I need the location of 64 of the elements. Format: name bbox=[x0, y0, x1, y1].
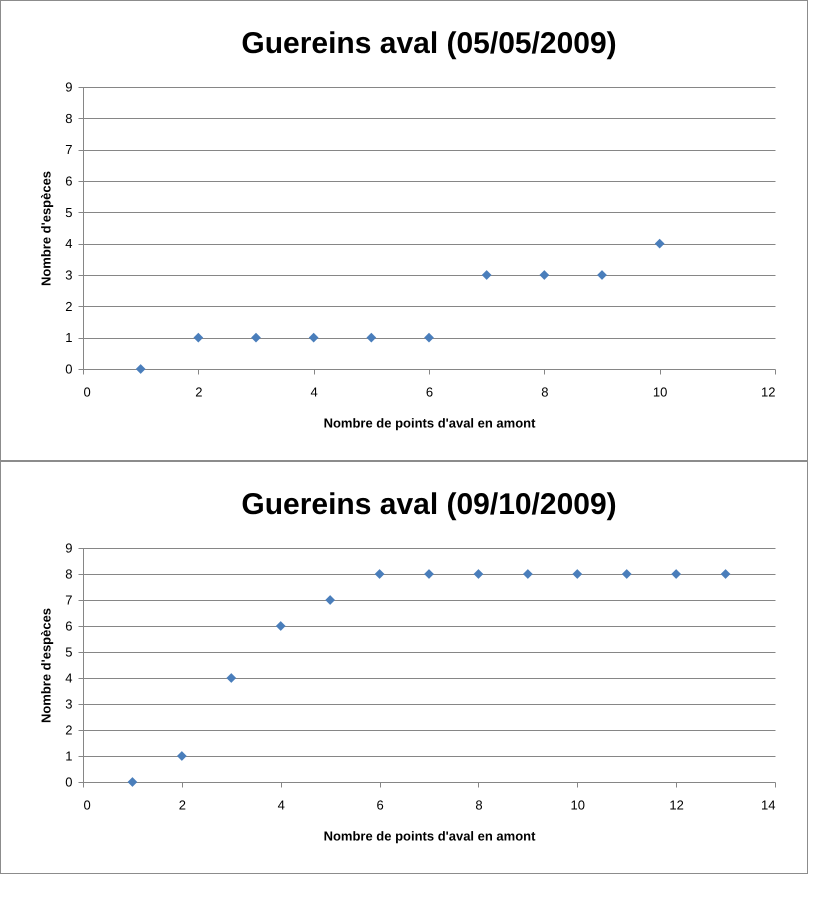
x-tick-label: 4 bbox=[278, 798, 285, 812]
x-tick-label: 6 bbox=[426, 384, 434, 400]
point bbox=[276, 621, 286, 631]
x-tick-label: 6 bbox=[376, 798, 384, 812]
chart-title: Guereins aval (05/05/2009) bbox=[241, 27, 617, 60]
y-tick-label: 1 bbox=[65, 748, 72, 764]
y-axis-title: Nombre d'espèces bbox=[38, 608, 54, 724]
y-tick-label: 7 bbox=[65, 592, 72, 608]
point bbox=[226, 673, 236, 683]
x-tick-label: 10 bbox=[652, 384, 668, 400]
point bbox=[539, 270, 550, 280]
x-tick-label: 4 bbox=[310, 384, 318, 400]
x-tick-label: 10 bbox=[570, 798, 586, 812]
point bbox=[474, 569, 484, 579]
point bbox=[654, 238, 665, 249]
y-tick-label: 8 bbox=[65, 110, 72, 126]
x-tick-label: 8 bbox=[475, 798, 483, 812]
x-tick-label: 8 bbox=[541, 384, 548, 400]
point bbox=[622, 569, 632, 579]
x-axis-title: Nombre de points d'aval en amont bbox=[324, 416, 536, 430]
y-tick-label: 7 bbox=[65, 142, 72, 158]
x-axis-title: Nombre de points d'aval en amont bbox=[324, 828, 536, 844]
chart-title: Guereins aval (09/10/2009) bbox=[241, 488, 617, 521]
x-tick-label: 2 bbox=[178, 798, 186, 812]
point bbox=[128, 777, 138, 787]
y-tick-label: 3 bbox=[65, 696, 72, 712]
point bbox=[720, 569, 730, 579]
y-tick-label: 2 bbox=[65, 722, 72, 738]
x-tick-label: 12 bbox=[761, 384, 776, 400]
point bbox=[572, 569, 582, 579]
point bbox=[374, 569, 384, 579]
point bbox=[424, 569, 434, 579]
x-tick-label: 14 bbox=[761, 798, 776, 812]
x-tick-label: 2 bbox=[195, 384, 202, 400]
point bbox=[366, 332, 376, 343]
y-tick-label: 5 bbox=[65, 644, 72, 660]
y-tick-label: 0 bbox=[65, 774, 72, 790]
y-tick-label: 4 bbox=[65, 670, 72, 686]
y-tick-label: 0 bbox=[65, 362, 72, 376]
y-tick-label: 6 bbox=[65, 174, 72, 188]
point bbox=[325, 595, 336, 605]
point bbox=[176, 751, 187, 761]
point bbox=[597, 270, 607, 280]
point bbox=[482, 270, 492, 280]
y-axis-title: Nombre d'espèces bbox=[38, 170, 54, 286]
point bbox=[671, 569, 682, 579]
x-tick-label: 0 bbox=[84, 798, 91, 812]
x-tick-label: 0 bbox=[84, 384, 91, 400]
y-tick-label: 5 bbox=[65, 204, 72, 220]
point bbox=[251, 332, 261, 343]
x-tick-label: 12 bbox=[669, 798, 684, 812]
y-tick-label: 9 bbox=[65, 540, 72, 556]
y-tick-label: 2 bbox=[65, 298, 72, 314]
y-tick-label: 8 bbox=[65, 566, 72, 582]
y-tick-label: 6 bbox=[65, 618, 72, 634]
y-tick-label: 3 bbox=[65, 268, 72, 282]
y-tick-label: 1 bbox=[65, 330, 72, 346]
y-tick-label: 9 bbox=[65, 80, 72, 94]
y-tick-label: 4 bbox=[65, 236, 72, 252]
point bbox=[136, 364, 146, 374]
point bbox=[424, 332, 434, 343]
point bbox=[522, 569, 533, 579]
point bbox=[308, 332, 319, 343]
point bbox=[193, 332, 204, 343]
